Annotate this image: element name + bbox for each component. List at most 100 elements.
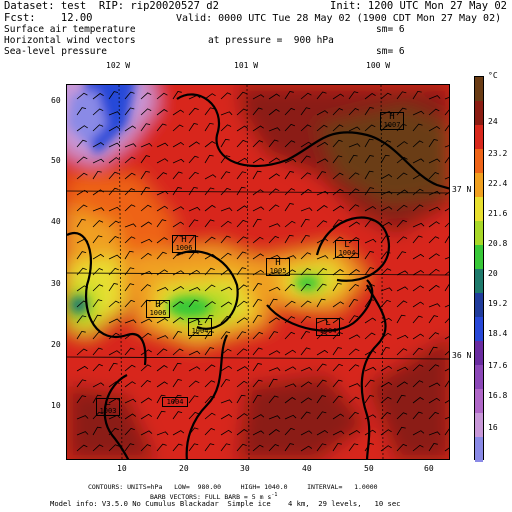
wind-barb xyxy=(444,256,449,260)
colorbar-label: 22.4 xyxy=(488,179,508,188)
wind-barb xyxy=(188,219,199,228)
wind-barb xyxy=(300,411,311,420)
colorbar-segment xyxy=(475,365,483,390)
colorbar-segment xyxy=(475,293,483,318)
wind-barb xyxy=(76,125,88,132)
wind-barb xyxy=(348,430,361,436)
lon-label-102w: 102 W xyxy=(106,61,131,70)
lon-label-101w: 101 W xyxy=(234,61,259,70)
wind-barb xyxy=(284,284,296,292)
pressure-center-letter: H xyxy=(155,300,161,310)
wind-barb xyxy=(124,91,135,100)
wind-barb xyxy=(252,444,264,452)
wind-barb xyxy=(92,314,102,324)
wind-barb xyxy=(140,123,151,132)
wind-barb xyxy=(316,220,328,228)
wind-barb xyxy=(220,92,232,100)
wind-barb xyxy=(348,126,361,132)
wind-barb xyxy=(396,189,409,196)
wind-barb xyxy=(428,126,441,132)
wind-barb xyxy=(284,91,294,100)
wind-barb xyxy=(428,95,441,100)
wind-barb xyxy=(300,124,312,132)
wind-barb xyxy=(316,124,328,132)
wind-barb xyxy=(236,267,247,276)
wind-barb xyxy=(156,142,169,148)
wind-barb xyxy=(188,380,200,388)
wind-barb xyxy=(108,362,118,372)
wind-barb xyxy=(348,143,361,148)
wind-barb xyxy=(204,314,214,324)
wind-barb xyxy=(380,381,393,388)
wind-barb xyxy=(188,427,199,436)
wind-barb xyxy=(92,220,104,228)
wind-barb xyxy=(348,315,359,324)
wind-barb xyxy=(444,96,449,100)
wind-barb xyxy=(380,154,390,164)
wind-barb xyxy=(124,364,136,372)
wind-barb xyxy=(268,317,280,324)
wind-barb xyxy=(428,332,440,340)
wind-barb xyxy=(220,187,231,196)
wind-barb xyxy=(92,299,103,308)
wind-barb xyxy=(348,284,360,292)
map-field xyxy=(67,85,449,459)
valid-time: Valid: 0000 UTC Tue 28 May 02 (1900 CDT … xyxy=(176,13,502,24)
wind-barb xyxy=(428,346,438,356)
map-plot xyxy=(66,84,450,460)
wind-barb xyxy=(172,206,185,212)
wind-barb xyxy=(156,431,169,436)
wind-barb xyxy=(396,348,408,356)
wind-barb xyxy=(284,427,295,436)
wind-barb xyxy=(364,395,374,404)
wind-barb xyxy=(364,206,377,212)
wind-barb xyxy=(348,91,359,100)
wind-barb xyxy=(428,284,440,292)
wind-barb xyxy=(236,331,247,340)
wind-barb xyxy=(204,267,215,276)
wind-barb xyxy=(316,430,329,436)
wind-barb xyxy=(380,396,392,404)
wind-barb xyxy=(124,347,135,356)
wind-barb xyxy=(316,395,327,404)
colorbar-label: 19.2 xyxy=(488,299,508,308)
wind-barb xyxy=(140,143,153,148)
wind-barb xyxy=(268,235,280,244)
colorbar-segment xyxy=(475,437,483,462)
wind-barb xyxy=(412,397,424,404)
wind-barb xyxy=(428,108,440,116)
x-tick-40: 40 xyxy=(302,464,312,473)
wind-barb xyxy=(380,268,392,276)
wind-barb xyxy=(364,379,375,388)
wind-barb xyxy=(268,444,280,452)
wind-barb xyxy=(236,366,249,372)
wind-barb xyxy=(428,443,438,452)
lat-label-36n: 36 N xyxy=(452,351,472,360)
wind-barb xyxy=(300,367,313,372)
pressure-center-letter: H xyxy=(389,112,395,122)
wind-barb xyxy=(300,300,312,308)
wind-barb xyxy=(300,445,313,452)
wind-barb xyxy=(92,235,103,244)
wind-barb xyxy=(268,204,280,212)
wind-barb xyxy=(268,350,281,356)
wind-barb xyxy=(444,368,449,372)
wind-barb xyxy=(444,208,449,212)
wind-barb xyxy=(76,107,87,116)
wind-barb xyxy=(444,416,449,420)
wind-barb xyxy=(268,127,281,132)
wind-barb xyxy=(284,158,297,164)
wind-barb xyxy=(380,124,392,132)
wind-barb xyxy=(156,109,168,116)
y-tick-10: 10 xyxy=(51,401,61,410)
wind-barb xyxy=(380,287,393,292)
wind-barb xyxy=(412,430,425,436)
wind-barb xyxy=(380,299,391,308)
wind-barb xyxy=(412,270,425,276)
x-tick-60: 60 xyxy=(424,464,434,473)
wind-barb xyxy=(172,171,183,180)
wind-barb xyxy=(444,350,449,356)
wind-barb xyxy=(380,111,393,116)
wind-barb xyxy=(380,206,393,212)
wind-barb xyxy=(364,124,376,132)
